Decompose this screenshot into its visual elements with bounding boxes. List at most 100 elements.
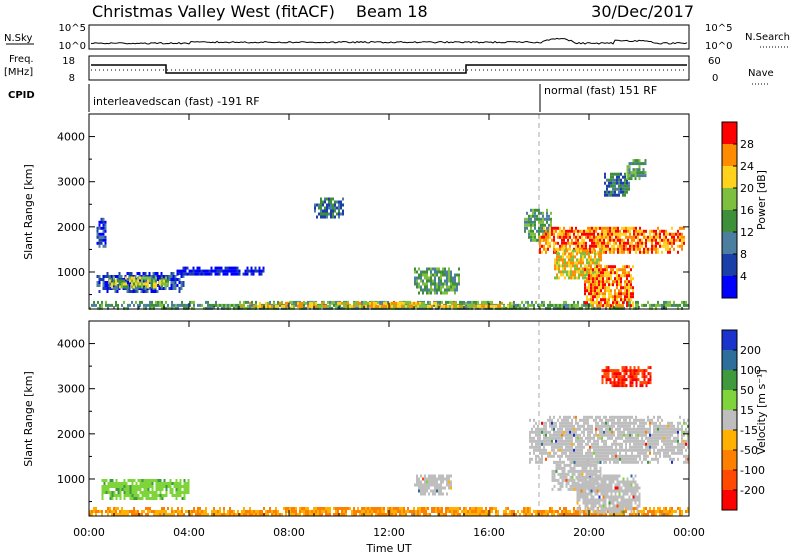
velocity-range-cell	[617, 487, 619, 490]
velocity-range-cell	[416, 484, 418, 487]
velocity-range-cell	[255, 510, 257, 513]
velocity-range-cell	[440, 487, 442, 490]
velocity-range-cell	[561, 422, 563, 425]
velocity-range-cell	[457, 510, 459, 513]
velocity-range-cell	[677, 443, 679, 446]
power-range-cell	[627, 165, 629, 168]
power-range-cell	[369, 305, 371, 308]
power-range-cell	[673, 301, 675, 304]
power-range-cell	[452, 277, 454, 280]
power-range-cell	[422, 283, 424, 286]
velocity-range-cell	[657, 437, 659, 440]
power-range-cell	[133, 280, 135, 283]
power-range-cell	[601, 245, 603, 248]
velocity-range-cell	[545, 428, 547, 431]
power-range-cell	[447, 301, 449, 304]
velocity-range-cell	[426, 484, 428, 487]
power-range-cell	[621, 248, 623, 251]
velocity-range-cell	[603, 499, 605, 502]
power-range-cell	[645, 239, 647, 242]
power-range-cell	[314, 207, 316, 210]
velocity-range-cell	[681, 452, 683, 455]
velocity-range-cell	[601, 422, 603, 425]
power-range-cell	[155, 272, 157, 275]
power-range-cell	[617, 239, 619, 242]
power-range-cell	[385, 302, 387, 305]
velocity-range-cell	[595, 502, 597, 505]
velocity-range-cell	[379, 510, 381, 513]
power-range-cell	[548, 215, 550, 218]
velocity-range-cell	[557, 446, 559, 449]
power-range-cell	[581, 245, 583, 248]
velocity-range-cell	[643, 458, 645, 461]
power-range-cell	[330, 198, 332, 201]
velocity-range-cell	[601, 425, 603, 428]
velocity-range-cell	[582, 479, 584, 482]
nsky-trace	[91, 38, 687, 44]
velocity-range-cell	[351, 510, 353, 513]
power-range-cell	[342, 198, 344, 201]
velocity-range-cell	[446, 475, 448, 478]
velocity-range-cell	[655, 443, 657, 446]
power-range-cell	[598, 289, 600, 292]
power-range-cell	[334, 216, 336, 219]
velocity-range-cell	[176, 497, 178, 500]
power-range-cell	[257, 270, 259, 273]
power-range-cell	[665, 248, 667, 251]
power-range-cell	[581, 242, 583, 245]
velocity-range-cell	[211, 510, 213, 513]
power-range-cell	[203, 270, 205, 273]
velocity-range-cell	[637, 431, 639, 434]
power-range-cell	[562, 255, 564, 258]
power-range-cell	[523, 304, 525, 307]
power-range-cell	[475, 301, 477, 304]
velocity-range-cell	[609, 484, 611, 487]
power-range-cell	[631, 227, 633, 230]
power-range-cell	[437, 301, 439, 304]
velocity-range-cell	[579, 455, 581, 458]
velocity-range-cell	[166, 491, 168, 494]
power-range-cell	[620, 185, 622, 188]
power-range-cell	[417, 305, 419, 308]
power-range-cell	[415, 302, 417, 305]
velocity-range-cell	[554, 473, 556, 476]
velocity-range-cell	[631, 446, 633, 449]
power-range-cell	[121, 283, 123, 286]
velocity-range-cell	[683, 461, 685, 464]
velocity-range-cell	[533, 510, 535, 513]
power-range-cell	[657, 251, 659, 254]
power-range-cell	[565, 233, 567, 236]
velocity-range-cell	[477, 507, 479, 510]
velocity-range-cell	[142, 491, 144, 494]
velocity-range-cell	[203, 510, 205, 513]
power-range-cell	[530, 221, 532, 224]
power-range-cell	[628, 274, 630, 277]
power-range-cell	[369, 302, 371, 305]
velocity-range-cell	[301, 507, 303, 510]
velocity-range-cell	[641, 461, 643, 464]
power-range-cell	[620, 289, 622, 292]
power-range-cell	[424, 289, 426, 292]
power-range-cell	[631, 248, 633, 251]
power-range-cell	[606, 277, 608, 280]
velocity-range-cell	[651, 419, 653, 422]
power-range-cell	[171, 272, 173, 275]
velocity-range-cell	[601, 511, 603, 514]
power-range-cell	[620, 179, 622, 182]
velocity-range-cell	[673, 440, 675, 443]
velocity-range-cell	[599, 496, 601, 499]
velocity-range-cell	[573, 455, 575, 458]
velocity-range-cell	[393, 507, 395, 510]
power-range-cell	[606, 301, 608, 304]
velocity-range-cell	[571, 449, 573, 452]
velocity-range-cell	[637, 428, 639, 431]
velocity-range-cell	[629, 437, 631, 440]
velocity-range-cell	[665, 507, 667, 510]
power-range-cell	[568, 276, 570, 279]
velocity-range-cell	[193, 507, 195, 510]
power-range-cell	[193, 273, 195, 276]
power-range-cell	[574, 255, 576, 258]
power-range-cell	[449, 305, 451, 308]
power-range-cell	[538, 230, 540, 233]
velocity-range-cell	[615, 499, 617, 502]
